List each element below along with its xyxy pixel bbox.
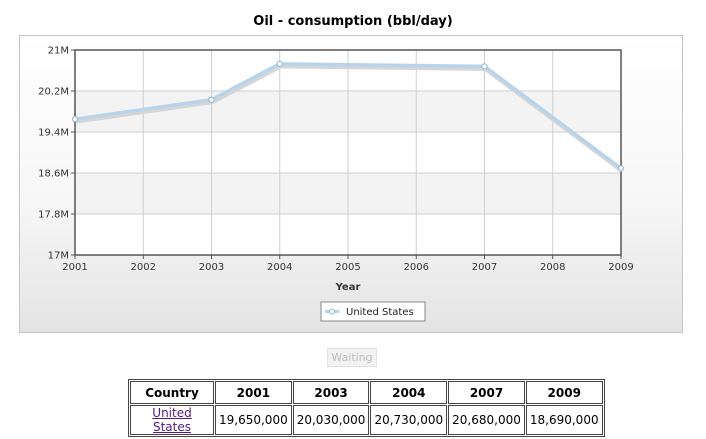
table-cell-value: 20,680,000 [448,405,525,435]
table-cell-value: 19,650,000 [215,405,292,435]
legend[interactable]: United States [320,301,426,322]
data-point[interactable] [208,96,215,103]
data-point[interactable] [481,63,488,70]
table-header-country: Country [130,381,214,404]
chart-title: Oil - consumption (bbl/day) [253,14,453,29]
table-header-year: 2004 [370,381,448,404]
y-tick-label: 18.6M [38,169,69,180]
table-header-year: 2009 [525,381,603,404]
country-link[interactable]: United States [152,406,192,434]
table-header-row: Country 2001 2003 2004 2007 2009 [130,381,603,404]
x-tick-label: 2003 [199,262,224,273]
table-cell-country[interactable]: United States [130,405,214,435]
x-tick-label: 2004 [267,262,292,273]
table-header-year: 2001 [215,381,292,404]
x-tick-label: 2001 [62,262,87,273]
y-tick-label: 20.2M [38,87,69,98]
y-tick-label: 17.8M [38,210,69,221]
table-header-year: 2003 [292,381,370,404]
legend-box [320,301,426,322]
waiting-button[interactable]: Waiting [327,348,377,367]
table-header-year: 2007 [448,381,525,404]
y-tick-label: 21M [48,46,69,57]
table-row: United States 19,650,000 20,030,000 20,7… [130,405,603,435]
x-tick-label: 2007 [472,262,497,273]
y-tick-label: 17M [48,251,69,262]
y-tick-label: 19.4M [38,128,69,139]
data-point[interactable] [617,165,625,172]
data-point[interactable] [71,116,79,123]
x-tick-label: 2002 [131,262,156,273]
line-chart: 17M 17.8M 18.6M 19.4M 20.2M 21M 2001 2002 2003 2… [38,46,634,322]
table-cell-value: 20,030,000 [292,405,370,435]
x-tick-label: 2005 [335,262,360,273]
x-axis-title: Year [335,282,361,293]
chart-panel: 17M 17.8M 18.6M 19.4M 20.2M 21M 2001 2002 2003 2… [19,35,683,333]
x-tick-label: 2006 [404,262,429,273]
legend-dot-marker [329,308,335,315]
legend-label: United States [346,307,414,318]
data-table: Country 2001 2003 2004 2007 2009 United … [128,379,605,437]
x-tick-label: 2008 [540,262,565,273]
data-point[interactable] [276,60,283,67]
table-cell-value: 20,730,000 [370,405,448,435]
table-cell-value: 18,690,000 [525,405,603,435]
x-tick-label: 2009 [608,262,633,273]
